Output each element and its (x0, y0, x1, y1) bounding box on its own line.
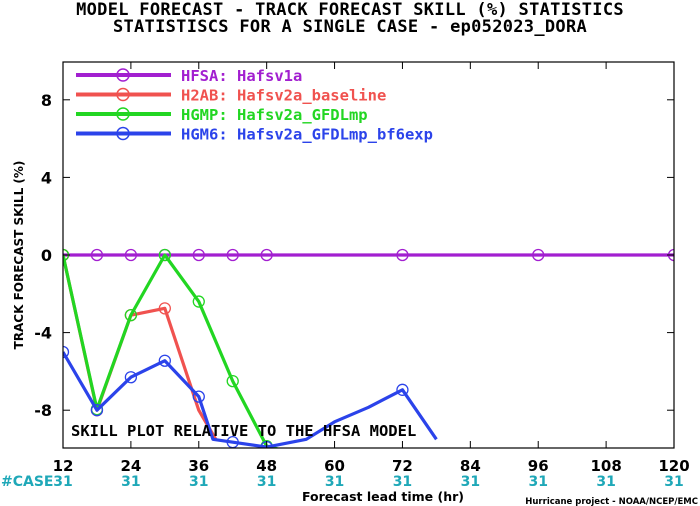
series-3-marker (158, 248, 171, 262)
chart-subtitle: STATISTISCS FOR A SINGLE CASE - ep052023… (112, 17, 588, 37)
series-1-marker (226, 248, 239, 262)
case-count-value: 31 (257, 474, 276, 490)
legend-label-3: HGMP: Hafsv2a_GFDLmp (181, 106, 368, 124)
series-1-marker (396, 248, 409, 262)
y-axis-label: TRACK FORECAST SKILL (%) (12, 161, 26, 350)
series-1-marker (90, 248, 104, 262)
legend-label-1: HFSA: Hafsv1a (181, 67, 302, 85)
case-count-value: 31 (528, 474, 547, 490)
skill-annotation: SKILL PLOT RELATIVE TO THE HFSA MODEL (71, 422, 416, 440)
x-tick-label: 72 (392, 457, 413, 475)
series-3-marker (226, 374, 239, 388)
series-4-marker (63, 345, 70, 359)
x-tick-label: 60 (324, 457, 345, 475)
series-4-marker (158, 354, 171, 367)
case-count-value: 31 (596, 474, 615, 490)
series-2-marker (158, 302, 171, 315)
series-1-marker (532, 248, 545, 262)
case-count-value: 31 (121, 474, 140, 490)
legend-marker-3 (116, 107, 130, 121)
x-tick-label: 108 (590, 457, 621, 475)
series-line-4 (63, 351, 438, 448)
x-tick-label: 48 (256, 457, 277, 475)
x-axis-label: Forecast lead time (hr) (302, 489, 464, 504)
y-tick-label: 8 (41, 91, 52, 110)
x-tick-label: 12 (53, 457, 74, 475)
case-label: #CASE (1, 474, 54, 490)
legend-marker-2 (116, 87, 130, 102)
series-4-marker (192, 390, 205, 403)
case-count-value: 31 (664, 474, 683, 490)
legend-label-2: H2AB: Hafsv2a_baseline (181, 87, 386, 105)
y-tick-label: 4 (41, 168, 52, 187)
y-tick-label: 0 (41, 246, 52, 265)
case-count-value: 31 (393, 474, 412, 490)
case-count-value: 31 (325, 474, 344, 490)
legend-marker-4 (116, 126, 130, 141)
series-3-marker (192, 295, 205, 308)
series-1-marker (124, 248, 138, 262)
series-4-marker (124, 371, 138, 384)
x-tick-label: 84 (460, 457, 481, 475)
y-tick-label: -8 (34, 401, 52, 420)
series-3-marker (124, 308, 138, 322)
legend-marker-1 (116, 68, 130, 82)
case-count-value: 31 (461, 474, 480, 490)
series-4-marker (396, 383, 409, 396)
footer-credit: Hurricane project - NOAA/NCEP/EMC (525, 497, 698, 506)
legend-label-4: HGM6: Hafsv2a_GFDLmp_bf6exp (181, 126, 433, 144)
series-line-3 (63, 253, 279, 448)
x-tick-label: 120 (658, 457, 689, 475)
x-tick-label: 96 (528, 457, 549, 475)
series-1-marker (192, 248, 205, 262)
x-tick-label: 24 (120, 457, 141, 475)
x-tick-label: 36 (188, 457, 209, 475)
case-count-value: 31 (189, 474, 208, 490)
chart-title: MODEL FORECAST - TRACK FORECAST SKILL (%… (76, 0, 624, 20)
y-tick-label: -4 (34, 324, 52, 343)
series-4-marker (90, 404, 104, 417)
series-1-marker (260, 248, 273, 262)
case-count-value: 31 (53, 474, 72, 490)
